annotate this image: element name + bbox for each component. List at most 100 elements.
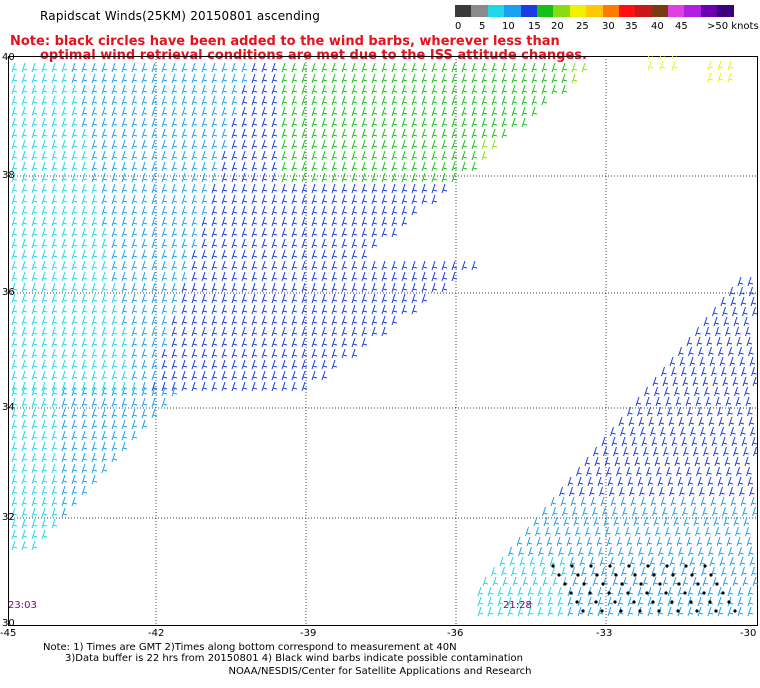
- wind-barb: [171, 194, 178, 205]
- wind-barb: [151, 117, 158, 128]
- wind-barb: [231, 62, 238, 73]
- wind-barb: [31, 183, 38, 194]
- wind-barb: [616, 536, 623, 547]
- wind-barb: [171, 315, 178, 326]
- wind-barb: [713, 446, 719, 457]
- wind-barb: [401, 73, 408, 84]
- wind-barb: [251, 282, 258, 293]
- wind-barb: [191, 117, 198, 128]
- wind-barb: [321, 315, 328, 326]
- wind-barb: [131, 419, 138, 430]
- wind-barb: [211, 95, 218, 106]
- wind-barb: [231, 106, 238, 117]
- wind-barb: [91, 117, 98, 128]
- wind-barb: [391, 117, 398, 128]
- wind-barb: [201, 139, 208, 150]
- wind-barb: [271, 150, 278, 161]
- wind-barb: [678, 546, 684, 557]
- wind-barb: [552, 506, 558, 517]
- wind-barb: [662, 376, 669, 387]
- wind-barb: [702, 506, 708, 517]
- wind-barb: [645, 526, 651, 537]
- wind-barb: [31, 282, 38, 293]
- wind-barb: [391, 62, 398, 73]
- wind-barb: [201, 183, 208, 194]
- wind-barb: [291, 216, 298, 227]
- wind-barb: [71, 106, 78, 117]
- wind-barb: [191, 337, 198, 348]
- wind-barb: [481, 117, 488, 128]
- wind-barb: [716, 466, 722, 477]
- wind-barb: [141, 419, 148, 430]
- wind-speed-color-bar: [455, 5, 734, 17]
- wind-barb: [511, 95, 518, 106]
- wind-barb: [191, 359, 198, 370]
- wind-barb: [301, 260, 308, 271]
- wind-barb: [121, 161, 128, 172]
- wind-barb: [311, 249, 318, 260]
- wind-barb: [630, 496, 637, 507]
- wind-barb: [731, 436, 738, 447]
- wind-barb: [639, 486, 645, 497]
- wind-barb: [341, 95, 348, 106]
- wind-barb: [733, 316, 740, 327]
- wind-barb: [491, 73, 498, 84]
- wind-barb: [281, 150, 288, 161]
- wind-barb: [71, 172, 78, 183]
- wind-barb: [685, 526, 691, 537]
- wind-barb: [718, 416, 725, 427]
- wind-barb: [421, 117, 428, 128]
- wind-barb: [161, 84, 168, 95]
- wind-barb: [331, 150, 338, 161]
- wind-barb: [641, 436, 648, 447]
- wind-barb: [21, 227, 28, 238]
- wind-barb: [566, 536, 573, 547]
- wind-barb: [709, 356, 716, 367]
- wind-barb: [371, 315, 378, 326]
- wind-barb: [121, 216, 128, 227]
- wind-barb: [411, 260, 418, 271]
- wind-barb: [271, 205, 278, 216]
- wind-barb: [171, 249, 178, 260]
- wind-barb: [251, 381, 258, 392]
- wind-barb: [91, 282, 98, 293]
- wind-barb: [341, 172, 348, 183]
- lon-label: -39: [300, 628, 317, 639]
- wind-barb: [21, 216, 28, 227]
- wind-barb: [51, 496, 58, 507]
- wind-barb: [301, 84, 308, 95]
- wind-barb: [341, 128, 348, 139]
- wind-barb: [91, 106, 98, 117]
- wind-barb: [211, 249, 218, 260]
- wind-barb: [21, 194, 28, 205]
- wind-barb: [121, 419, 128, 430]
- wind-barb: [241, 194, 248, 205]
- wind-barb: [91, 441, 98, 452]
- wind-barb: [672, 506, 678, 517]
- wind-barb: [580, 496, 587, 507]
- wind-barb: [617, 586, 624, 597]
- wind-barb: [311, 183, 318, 194]
- wind-barb: [121, 183, 128, 194]
- wind-barb: [141, 106, 148, 117]
- wind-barb: [21, 139, 28, 150]
- wind-barb: [131, 326, 138, 337]
- wind-barb: [669, 356, 676, 367]
- wind-barb: [151, 95, 158, 106]
- wind-barb: [181, 194, 188, 205]
- wind-barb: [411, 282, 418, 293]
- wind-barb: [719, 556, 726, 567]
- wind-barb: [527, 586, 534, 597]
- wind-barb: [461, 95, 468, 106]
- wind-barb: [11, 183, 18, 194]
- wind-barb: [171, 95, 178, 106]
- wind-barb: [261, 304, 268, 315]
- wind-barb: [729, 486, 735, 497]
- wind-barb: [653, 516, 660, 527]
- wind-barb: [161, 150, 168, 161]
- wind-barb: [548, 546, 554, 557]
- wind-barb: [31, 386, 38, 397]
- wind-barb: [21, 282, 28, 293]
- wind-barb: [251, 238, 258, 249]
- wind-barb: [91, 172, 98, 183]
